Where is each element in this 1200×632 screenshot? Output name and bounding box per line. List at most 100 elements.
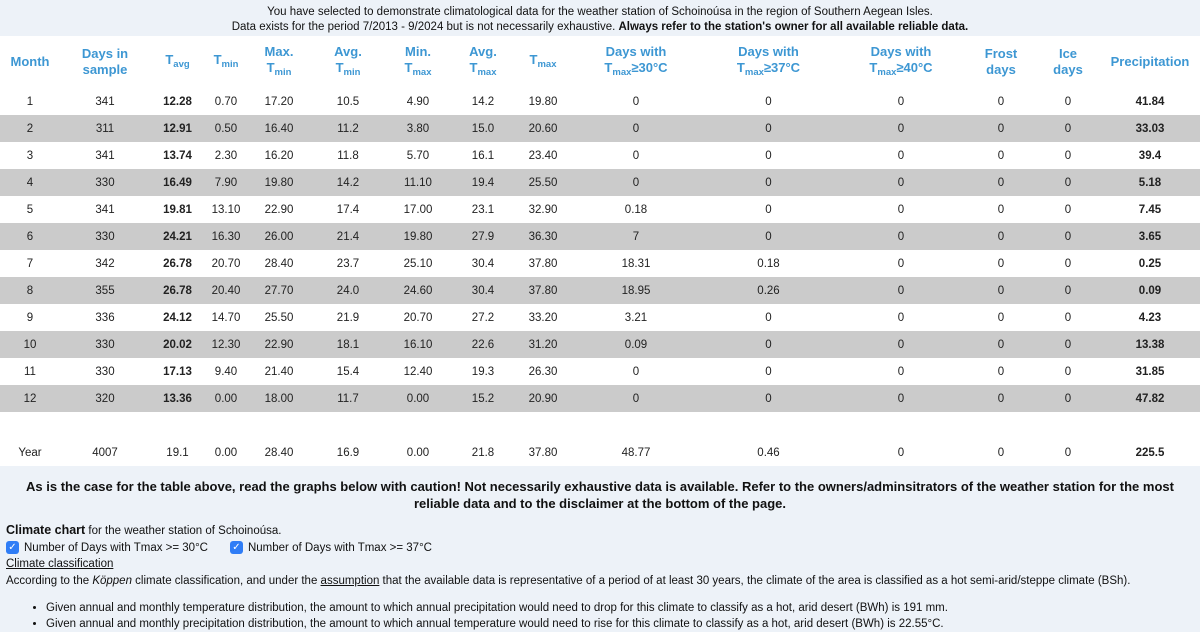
- cell-t-avg: 20.02: [150, 331, 205, 358]
- cell-frost-days: 0: [966, 250, 1036, 277]
- cell-days-in-sample: 336: [60, 304, 150, 331]
- classification-bullets: Given annual and monthly temperature dis…: [6, 601, 1194, 632]
- col-header-month: Month: [0, 36, 60, 88]
- cell-avg-t-max: 30.4: [451, 277, 515, 304]
- cell-t-avg: 19.81: [150, 196, 205, 223]
- station-disclaimer-line1: You have selected to demonstrate climato…: [0, 5, 1200, 20]
- cell-days-tmax-ge40: 0: [836, 439, 966, 466]
- checkbox-label: Number of Days with Tmax >= 37°C: [248, 542, 432, 554]
- col-header-t-min: Tmin: [205, 36, 247, 88]
- checkbox-checked-icon[interactable]: ✓: [6, 541, 19, 554]
- cell-days-tmax-ge40: 0: [836, 142, 966, 169]
- cell-ice-days: 0: [1036, 223, 1100, 250]
- cell-month: 2: [0, 115, 60, 142]
- cell-precipitation: 5.18: [1100, 169, 1200, 196]
- climate-classification-link[interactable]: Climate classification: [6, 558, 113, 570]
- cell-ice-days: 0: [1036, 250, 1100, 277]
- cell-t-min: 0.00: [205, 385, 247, 412]
- cell-days-tmax-ge30: 0: [571, 142, 701, 169]
- checkbox-checked-icon[interactable]: ✓: [230, 541, 243, 554]
- cell-max-t-min: 16.20: [247, 142, 311, 169]
- cell-days-tmax-ge40: 0: [836, 250, 966, 277]
- cell-precipitation: 13.38: [1100, 331, 1200, 358]
- cell-month: 7: [0, 250, 60, 277]
- assumption-link[interactable]: assumption: [321, 575, 380, 587]
- cell-min-t-max: 25.10: [385, 250, 451, 277]
- cell-days-tmax-ge40: 0: [836, 169, 966, 196]
- cell-t-min: 2.30: [205, 142, 247, 169]
- cell-frost-days: 0: [966, 169, 1036, 196]
- tmax-30-checkbox-group[interactable]: ✓Number of Days with Tmax >= 30°C: [6, 541, 208, 554]
- cell-t-max: 19.80: [515, 88, 571, 115]
- cell-days-tmax-ge37: 0.46: [701, 439, 836, 466]
- cell-days-in-sample: 330: [60, 223, 150, 250]
- cell-days-tmax-ge40: 0: [836, 88, 966, 115]
- cell-ice-days: 0: [1036, 115, 1100, 142]
- cell-min-t-max: 24.60: [385, 277, 451, 304]
- cell-avg-t-min: 11.7: [311, 385, 385, 412]
- cell-avg-t-max: 15.0: [451, 115, 515, 142]
- cell-t-min: 20.70: [205, 250, 247, 277]
- classification-bullet: Given annual and monthly temperature dis…: [46, 601, 1194, 617]
- cell-frost-days: 0: [966, 331, 1036, 358]
- cell-t-min: 16.30: [205, 223, 247, 250]
- cell-days-tmax-ge40: 0: [836, 196, 966, 223]
- cell-t-max: 31.20: [515, 331, 571, 358]
- cell-avg-t-min: 15.4: [311, 358, 385, 385]
- climate-chart-title: Climate chart for the weather station of…: [6, 523, 1194, 539]
- cell-days-in-sample: 330: [60, 358, 150, 385]
- cell-days-tmax-ge40: 0: [836, 304, 966, 331]
- cell-t-max: 26.30: [515, 358, 571, 385]
- cell-max-t-min: 21.40: [247, 358, 311, 385]
- col-header-avg-t-min: Avg.Tmin: [311, 36, 385, 88]
- cell-t-max: 20.90: [515, 385, 571, 412]
- cell-days-tmax-ge30: 0: [571, 385, 701, 412]
- cell-min-t-max: 5.70: [385, 142, 451, 169]
- cell-min-t-max: 19.80: [385, 223, 451, 250]
- cell-ice-days: 0: [1036, 385, 1100, 412]
- tmax-37-checkbox-group[interactable]: ✓ Number of Days with Tmax >= 37°C: [230, 541, 432, 554]
- cell-precipitation: 31.85: [1100, 358, 1200, 385]
- col-header-min-t-max: Min.Tmax: [385, 36, 451, 88]
- cell-min-t-max: 17.00: [385, 196, 451, 223]
- cell-month: 9: [0, 304, 60, 331]
- cell-max-t-min: 17.20: [247, 88, 311, 115]
- cell-frost-days: 0: [966, 385, 1036, 412]
- cell-t-min: 0.50: [205, 115, 247, 142]
- cell-t-max: 37.80: [515, 250, 571, 277]
- cell-t-avg: 16.49: [150, 169, 205, 196]
- cell-avg-t-max: 23.1: [451, 196, 515, 223]
- cell-days-in-sample: 311: [60, 115, 150, 142]
- cell-t-min: 0.00: [205, 439, 247, 466]
- cell-max-t-min: 25.50: [247, 304, 311, 331]
- cell-month: 6: [0, 223, 60, 250]
- cell-t-min: 9.40: [205, 358, 247, 385]
- cell-precipitation: 0.25: [1100, 250, 1200, 277]
- cell-ice-days: 0: [1036, 304, 1100, 331]
- cell-precipitation: 225.5: [1100, 439, 1200, 466]
- col-header-t-avg: Tavg: [150, 36, 205, 88]
- classification-paragraph: According to the Köppen climate classifi…: [6, 574, 1194, 589]
- cell-precipitation: 33.03: [1100, 115, 1200, 142]
- cell-t-avg: 24.12: [150, 304, 205, 331]
- cell-avg-t-min: 24.0: [311, 277, 385, 304]
- cell-avg-t-max: 21.8: [451, 439, 515, 466]
- cell-t-max: 32.90: [515, 196, 571, 223]
- cell-days-tmax-ge40: 0: [836, 277, 966, 304]
- cell-days-tmax-ge30: 7: [571, 223, 701, 250]
- cell-min-t-max: 3.80: [385, 115, 451, 142]
- cell-frost-days: 0: [966, 88, 1036, 115]
- cell-t-min: 12.30: [205, 331, 247, 358]
- cell-precipitation: 41.84: [1100, 88, 1200, 115]
- cell-t-min: 20.40: [205, 277, 247, 304]
- cell-avg-t-min: 21.9: [311, 304, 385, 331]
